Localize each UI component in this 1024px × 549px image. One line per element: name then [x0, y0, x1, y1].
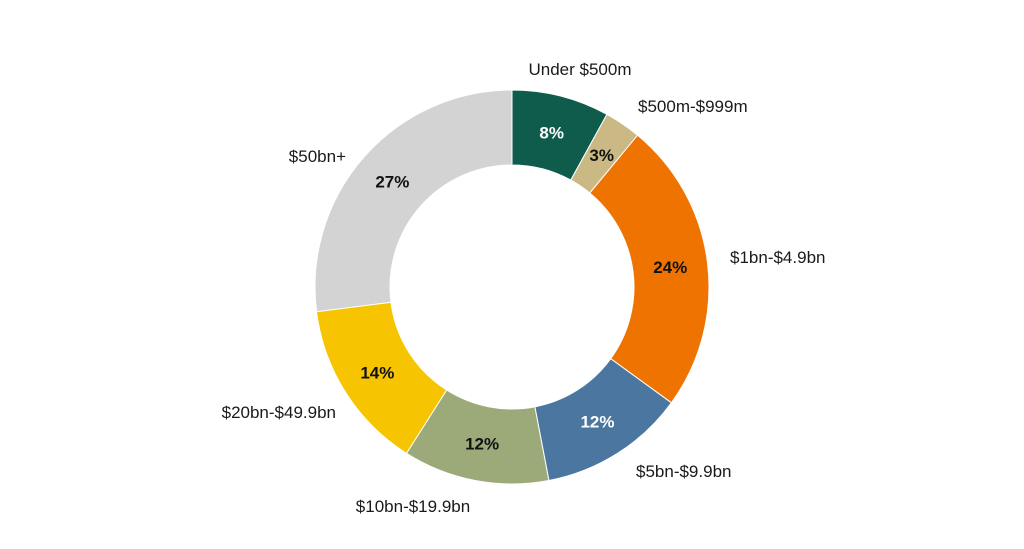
slice-value-label-4: 12%: [465, 435, 499, 454]
category-label-0: Under $500m: [528, 60, 631, 79]
donut-slice-2: [589, 134, 710, 404]
slice-value-label-1: 3%: [589, 146, 614, 165]
slice-value-label-3: 12%: [580, 413, 614, 432]
category-label-6: $50bn+: [289, 147, 346, 166]
category-label-4: $10bn-$19.9bn: [356, 497, 470, 516]
category-label-1: $500m-$999m: [638, 97, 748, 116]
category-label-3: $5bn-$9.9bn: [636, 462, 731, 481]
category-label-2: $1bn-$4.9bn: [730, 248, 825, 267]
slice-value-label-0: 8%: [539, 124, 564, 143]
slice-value-label-2: 24%: [653, 258, 687, 277]
slice-value-label-6: 27%: [375, 173, 409, 192]
slice-value-label-5: 14%: [360, 363, 394, 382]
category-label-5: $20bn-$49.9bn: [222, 403, 336, 422]
donut-slice-6: [314, 89, 513, 313]
